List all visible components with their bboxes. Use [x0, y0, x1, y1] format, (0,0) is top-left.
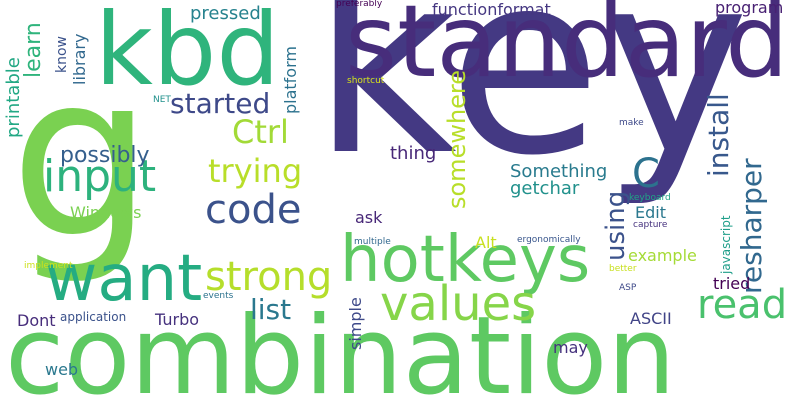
- word-code: code: [205, 187, 302, 233]
- word-want: want: [45, 242, 203, 316]
- word-may: may: [553, 338, 588, 357]
- word-know: know: [54, 35, 70, 73]
- word-combination: combination: [5, 294, 676, 400]
- word-keyboard: keyboard: [629, 193, 671, 203]
- word-web: web: [45, 360, 79, 379]
- word-net: NET: [153, 95, 171, 105]
- word-dont: Dont: [17, 311, 56, 330]
- word-something: Something: [510, 161, 608, 182]
- word-alt: Alt: [475, 233, 497, 252]
- word-standard: standard: [345, 0, 789, 100]
- word-library: library: [70, 33, 89, 86]
- word-somewhere: somewhere: [443, 69, 471, 209]
- word-ask: ask: [355, 208, 383, 227]
- word-ergonomically: ergonomically: [517, 235, 581, 245]
- word-key: key: [312, 0, 750, 210]
- word-kbd: kbd: [95, 0, 280, 108]
- word-printable: printable: [3, 57, 24, 139]
- word-implement: implement: [24, 261, 73, 271]
- word-thing: thing: [390, 143, 437, 164]
- word-ascii: ASCII: [630, 309, 672, 328]
- word-events: events: [203, 291, 234, 301]
- word-strong: strong: [205, 254, 333, 300]
- word-better: better: [609, 264, 637, 274]
- word-values: values: [380, 276, 537, 332]
- word-c: C: [632, 151, 660, 197]
- word-possibly: possibly: [60, 143, 150, 168]
- word-g: g: [10, 26, 153, 288]
- word-platform: platform: [281, 46, 300, 115]
- word-make: make: [619, 118, 644, 128]
- word-capture: capture: [633, 220, 668, 230]
- word-example: example: [628, 246, 697, 265]
- word-edit: Edit: [635, 203, 666, 222]
- word-turbo: Turbo: [155, 310, 200, 329]
- word-javascript: javascript: [719, 215, 733, 275]
- word-started: started: [170, 87, 271, 120]
- word-windows: Windows: [70, 203, 142, 222]
- word-program: program: [715, 0, 784, 17]
- word-using: using: [601, 190, 631, 261]
- word-preferably: preferably: [336, 0, 383, 9]
- word-ctrl: Ctrl: [232, 113, 289, 151]
- word-trying: trying: [208, 152, 303, 190]
- word-multiple: multiple: [354, 237, 391, 247]
- word-getchar: getchar: [510, 178, 580, 199]
- word-simple: simple: [346, 296, 365, 350]
- word-input: input: [43, 151, 157, 202]
- word-pressed: pressed: [190, 3, 261, 24]
- word-functionformat: functionformat: [432, 0, 551, 19]
- word-asp: ASP: [619, 283, 637, 293]
- word-hotkeys: hotkeys: [340, 223, 591, 297]
- word-shortcut: shortcut: [347, 76, 385, 86]
- word-read: read: [697, 282, 788, 328]
- word-install: install: [702, 92, 735, 177]
- word-application: application: [60, 310, 127, 324]
- word-tried: tried: [713, 274, 751, 293]
- word-list: list: [250, 293, 292, 326]
- word-learn: learn: [21, 22, 46, 79]
